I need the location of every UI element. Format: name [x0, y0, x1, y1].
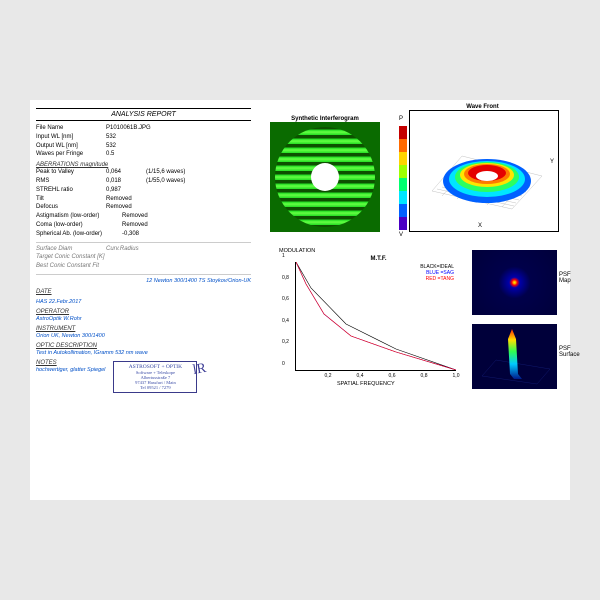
address-stamp: ASTROSOFT + OPTIK Software + Teleskope A…	[113, 361, 197, 393]
ytick: 1	[282, 253, 285, 259]
astig-label: Astigmatism (low-order)	[36, 213, 122, 221]
image-frame: ANALYSIS REPORT File NameP1010061B.JPG I…	[0, 0, 600, 600]
y-label: Y	[550, 159, 554, 165]
psf-map-panel	[472, 250, 557, 315]
mtf-plot: BLACK=IDEAL BLUE =SAG RED =TANG 00,20,40…	[295, 262, 456, 371]
report-sheet: ANALYSIS REPORT File NameP1010061B.JPG I…	[30, 100, 570, 500]
tcc-label: Target Conic Constant [K]	[36, 254, 104, 262]
optic: Test in Autokollimation, IGramm 532 nm w…	[36, 350, 251, 357]
report-title: ANALYSIS REPORT	[36, 108, 251, 121]
wavefront-3d	[422, 121, 546, 219]
output-wl: 532	[106, 143, 146, 151]
output-wl-label: Output WL [nm]	[36, 143, 106, 151]
ytick: 0,2	[282, 339, 289, 345]
input-wl-label: Input WL [nm]	[36, 134, 106, 142]
interferogram-hole	[311, 163, 339, 191]
p-label: P	[399, 116, 403, 122]
date-hdr: DATE	[36, 289, 52, 297]
strehl: 0,987	[106, 187, 146, 195]
defocus-label: Defocus	[36, 204, 106, 212]
instrument: Orion UK, Newton 300/1400	[36, 333, 251, 340]
sa-label: Spherical Ab. (low-order)	[36, 231, 122, 239]
mtf-xlabel: SPATIAL FREQUENCY	[337, 381, 395, 387]
notes-hdr: NOTES	[36, 360, 105, 366]
input-wl: 532	[106, 134, 146, 142]
curv-label: Curv.Radius	[106, 246, 139, 254]
bcc-label: Best Conic Constant Fit	[36, 263, 99, 271]
stamp-line5: Tel 09521 / 7279	[118, 385, 192, 390]
date: HAS 22.Febr.2017	[36, 299, 251, 306]
analysis-report-panel: ANALYSIS REPORT File NameP1010061B.JPG I…	[30, 100, 257, 500]
ytick: 0,6	[282, 296, 289, 302]
notes: hochwertiger, glatter Spiegel	[36, 367, 105, 374]
instrument-hdr: INSTRUMENT	[36, 326, 251, 332]
strehl-label: STREHL ratio	[36, 187, 106, 195]
v-label: V	[399, 232, 403, 238]
defocus: Removed	[106, 204, 176, 212]
instrument-inline: 12 Newton 300/1400 TS Stoykov/Orion-UK	[146, 278, 251, 285]
file-name-label: File Name	[36, 125, 106, 133]
ptv: 0,064	[106, 169, 146, 177]
surf-diam-label: Surface Diam	[36, 246, 106, 254]
wpf: 0.5	[106, 151, 146, 159]
mtf-panel: M.T.F. MODULATION BLACK=IDEAL BLUE =SAG …	[277, 256, 462, 371]
interferogram-panel: Synthetic Interferogram	[265, 116, 385, 232]
psf-surface-label: PSF Surface	[559, 346, 577, 358]
x-label: X	[478, 223, 482, 229]
operator: AstroOptik W.Rohr	[36, 316, 251, 323]
mtf-lines	[296, 262, 456, 370]
wpf-label: Waves per Fringe	[36, 151, 106, 159]
tilt-label: Tilt	[36, 196, 106, 204]
ytick: 0,4	[282, 318, 289, 324]
visual-panels: Synthetic Interferogram Wave Front P V	[257, 100, 570, 500]
xtick: 0,8	[421, 373, 428, 379]
wavefront-colorbar	[399, 126, 407, 230]
wavefront-panel: Wave Front P V	[405, 104, 560, 232]
wavefront-canvas: X Y	[409, 110, 559, 232]
coma: Removed	[122, 222, 192, 230]
astig: Removed	[122, 213, 192, 221]
signature: lR	[192, 361, 208, 379]
xtick: 1,0	[453, 373, 460, 379]
psf-surface-panel	[472, 324, 557, 389]
interferogram-canvas	[270, 122, 380, 232]
file-name: P1010061B.JPG	[106, 125, 176, 133]
tilt: Removed	[106, 196, 176, 204]
xtick: 0,4	[357, 373, 364, 379]
ytick: 0	[282, 361, 285, 367]
rms-note: (1/55,0 waves)	[146, 178, 216, 186]
sa: -0,308	[122, 231, 192, 239]
ptv-note: (1/15,6 waves)	[146, 169, 216, 177]
optic-hdr: OPTIC DESCRIPTION	[36, 343, 251, 349]
coma-label: Coma (low-order)	[36, 222, 122, 230]
operator-hdr: OPERATOR	[36, 309, 251, 315]
ptv-label: Peak to Valley	[36, 169, 106, 177]
psf-map-label: PSF Map	[559, 272, 577, 284]
xtick: 0,2	[325, 373, 332, 379]
ytick: 0,8	[282, 275, 289, 281]
xtick: 0,6	[389, 373, 396, 379]
aberr-header: ABERRATIONS magnitude	[36, 162, 251, 168]
rms-label: RMS	[36, 178, 106, 186]
rms: 0,018	[106, 178, 146, 186]
psf-spike-icon	[472, 324, 557, 389]
